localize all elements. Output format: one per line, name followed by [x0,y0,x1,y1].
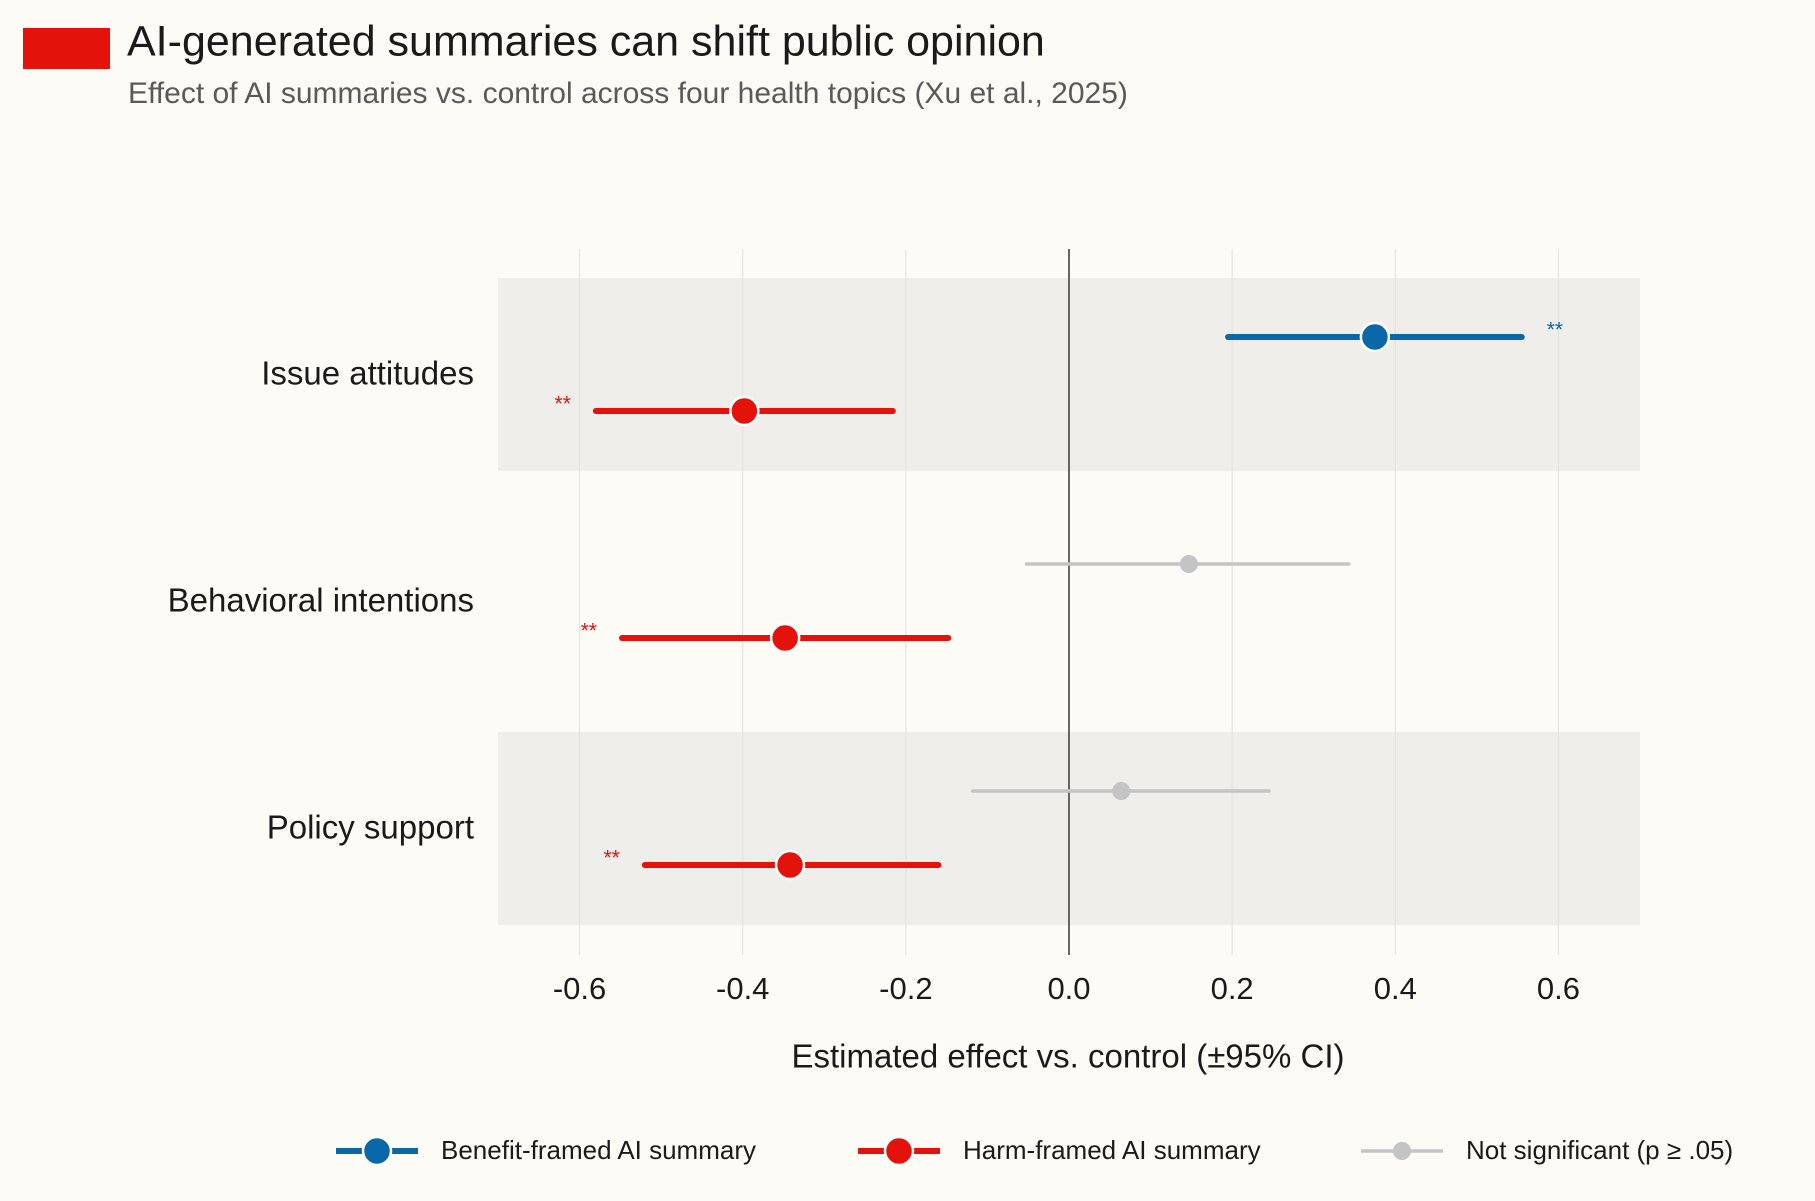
x-tick-label: 0.0 [1047,971,1090,1006]
x-tick-label: -0.4 [716,971,769,1006]
legend-marker [883,1135,915,1167]
significance-label: ** [581,620,597,643]
legend-label: Benefit-framed AI summary [441,1135,756,1165]
significance-label: ** [555,393,571,416]
legend-marker [1393,1142,1411,1160]
x-tick-label: 0.4 [1374,971,1417,1006]
x-tick-label: 0.6 [1537,971,1580,1006]
legend-label: Harm-framed AI summary [963,1135,1261,1165]
significance-label: ** [1547,319,1563,342]
point-estimate [729,395,760,427]
x-tick-label: -0.6 [553,971,606,1006]
legend-label: Not significant (p ≥ .05) [1466,1135,1733,1165]
chart-subtitle: Effect of AI summaries vs. control acros… [128,77,1128,110]
point-estimate [1179,555,1198,573]
y-tick-label: Policy support [267,809,474,846]
point-estimate [774,849,806,881]
point-estimate [1112,782,1131,800]
legend-marker [361,1135,393,1167]
point-estimate [1359,321,1391,353]
point-estimate [769,622,801,654]
x-axis-label: Estimated effect vs. control (±95% CI) [791,1038,1344,1075]
y-tick-label: Behavioral intentions [168,582,474,619]
legend: Benefit-framed AI summary Harm-framed AI … [336,1135,1733,1167]
significance-label: ** [603,847,619,870]
x-tick-label: -0.2 [879,971,932,1006]
chart-title: AI-generated summaries can shift public … [127,17,1045,65]
y-tick-label: Issue attitudes [261,355,474,392]
x-tick-label: 0.2 [1211,971,1254,1006]
title-flag [23,28,110,69]
